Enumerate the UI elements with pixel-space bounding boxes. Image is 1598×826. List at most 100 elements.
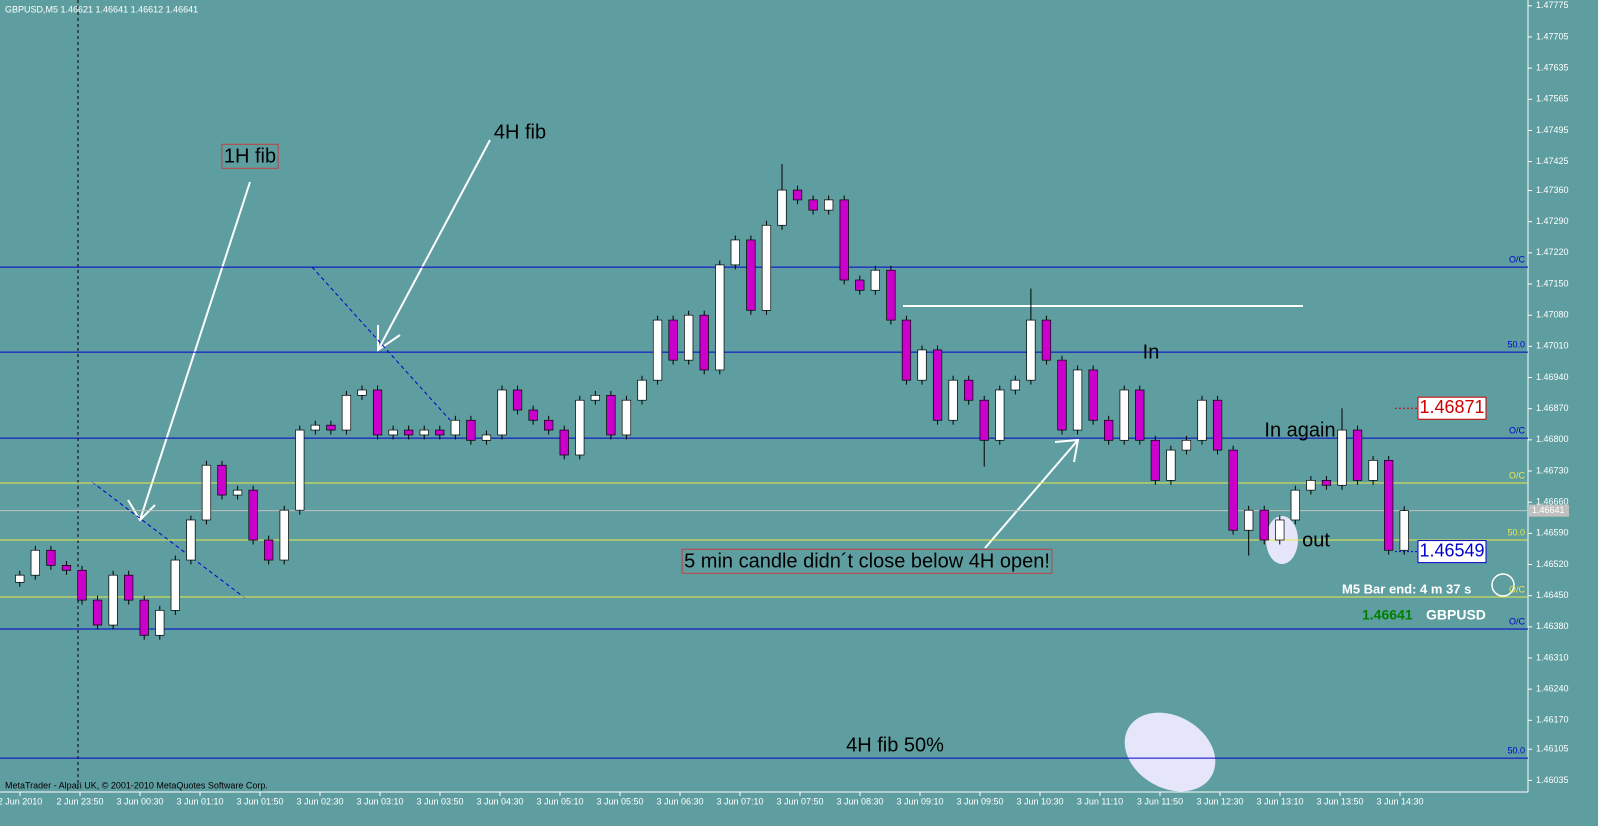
candle-body: [777, 189, 787, 226]
candle-body: [684, 314, 694, 361]
candle-body: [1352, 429, 1363, 481]
y-tick-label: 1.47565: [1536, 94, 1569, 104]
x-tick-label: 3 Jun 09:50: [956, 796, 1003, 806]
candle-body: [575, 399, 585, 456]
candle-body: [1368, 459, 1378, 481]
candle-body: [1104, 419, 1114, 441]
candle-body: [435, 429, 445, 436]
candle-body: [1384, 459, 1394, 551]
symbol: GBPUSD: [1426, 607, 1486, 623]
x-tick-label: 2 Jun 23:50: [56, 796, 103, 806]
arrow: [377, 139, 491, 352]
candle-body: [1135, 389, 1145, 441]
candle-body: [730, 239, 740, 266]
y-tick-label: 1.47775: [1536, 0, 1569, 10]
candle-body: [232, 489, 243, 496]
candle-body: [450, 419, 460, 436]
y-tick-label: 1.47495: [1536, 125, 1569, 135]
level-label: O/C: [1509, 254, 1526, 264]
x-tick-label: 3 Jun 00:30: [116, 796, 163, 806]
y-tick-label: 1.46870: [1536, 403, 1569, 413]
level-label: O/C: [1509, 470, 1526, 480]
candle-body: [295, 429, 305, 511]
y-tick-label: 1.46730: [1536, 465, 1569, 475]
highlight: [1124, 712, 1216, 792]
candle-body: [1212, 399, 1223, 451]
x-tick-label: 3 Jun 11:50: [1137, 796, 1183, 806]
candle-body: [201, 464, 212, 521]
annotation: out: [1302, 529, 1330, 551]
annotation: 1H fib: [224, 145, 276, 167]
x-tick-label: 3 Jun 11:10: [1077, 796, 1123, 806]
candle-body: [279, 509, 289, 561]
candle-body: [1119, 389, 1129, 441]
x-tick-label: 3 Jun 09:10: [896, 796, 943, 806]
candle-body: [124, 574, 134, 601]
candle-body: [512, 389, 523, 411]
y-tick-label: 1.46035: [1536, 775, 1569, 785]
candle-body: [1306, 480, 1316, 491]
y-tick-label: 1.46105: [1536, 744, 1569, 754]
header: GBPUSD,M5 1.46621 1.46641 1.46612 1.4664…: [5, 4, 198, 14]
x-tick-label: 3 Jun 05:50: [596, 796, 643, 806]
level-label: O/C: [1509, 425, 1526, 435]
candle-body: [15, 574, 25, 583]
candle-body: [715, 264, 725, 371]
candle-body: [668, 319, 678, 361]
annotation-box: [681, 548, 1053, 574]
candle-body: [170, 559, 180, 611]
candle-body: [1399, 510, 1409, 551]
current-price-label: 1.46641: [1362, 607, 1413, 623]
candle-body: [61, 565, 72, 571]
candle-body: [901, 319, 912, 381]
candle-body: [1228, 449, 1238, 531]
fib-line: [311, 266, 451, 421]
candle-body: [1181, 439, 1192, 451]
y-tick-label: 1.46520: [1536, 559, 1569, 569]
x-tick-label: 3 Jun 02:30: [296, 796, 343, 806]
x-tick-label: 3 Jun 05:10: [536, 796, 583, 806]
candle-body: [248, 489, 258, 541]
candle-body: [264, 539, 274, 561]
arrow: [984, 438, 1080, 549]
candle-body: [372, 389, 383, 436]
x-tick-label: 3 Jun 07:10: [716, 796, 763, 806]
candle-body: [1166, 449, 1176, 481]
y-tick-label: 1.46170: [1536, 715, 1569, 725]
y-tick-label: 1.46310: [1536, 652, 1569, 662]
y-tick-label: 1.46450: [1536, 590, 1569, 600]
y-tick-label: 1.47635: [1536, 62, 1569, 72]
x-tick-label: 3 Jun 12:30: [1196, 796, 1243, 806]
candle-body: [1244, 509, 1254, 531]
x-tick-label: 3 Jun 01:10: [176, 796, 223, 806]
price-box: [1417, 540, 1487, 564]
candle-body: [792, 189, 803, 201]
candle-body: [824, 199, 834, 211]
x-tick-label: 3 Jun 06:30: [656, 796, 703, 806]
candle-body: [606, 394, 616, 436]
footer: MetaTrader - Alpari UK, © 2001-2010 Meta…: [5, 780, 268, 790]
price-box-label: 1.46871: [1419, 397, 1484, 417]
price-axis: [1528, 0, 1598, 826]
candle-body: [886, 269, 896, 321]
candle-body: [404, 429, 414, 436]
price-box-label: 1.46549: [1419, 540, 1484, 560]
candle-body: [341, 394, 352, 431]
candle-body: [964, 379, 974, 401]
candle-body: [77, 569, 87, 601]
bar-timer: M5 Bar end: 4 m 37 s: [1342, 581, 1471, 596]
candle-body: [357, 389, 367, 396]
candle-body: [139, 599, 149, 636]
y-tick-label: 1.47150: [1536, 278, 1569, 288]
candle-body: [1197, 399, 1207, 441]
candle-body: [761, 224, 772, 311]
x-tick-label: 3 Jun 01:50: [236, 796, 283, 806]
candle-body: [528, 409, 538, 421]
x-tick-label: 3 Jun 13:10: [1256, 796, 1303, 806]
x-tick-label: 3 Jun 14:30: [1376, 796, 1423, 806]
candle-body: [108, 574, 118, 626]
candle-body: [932, 349, 943, 421]
candle-body: [839, 199, 849, 281]
